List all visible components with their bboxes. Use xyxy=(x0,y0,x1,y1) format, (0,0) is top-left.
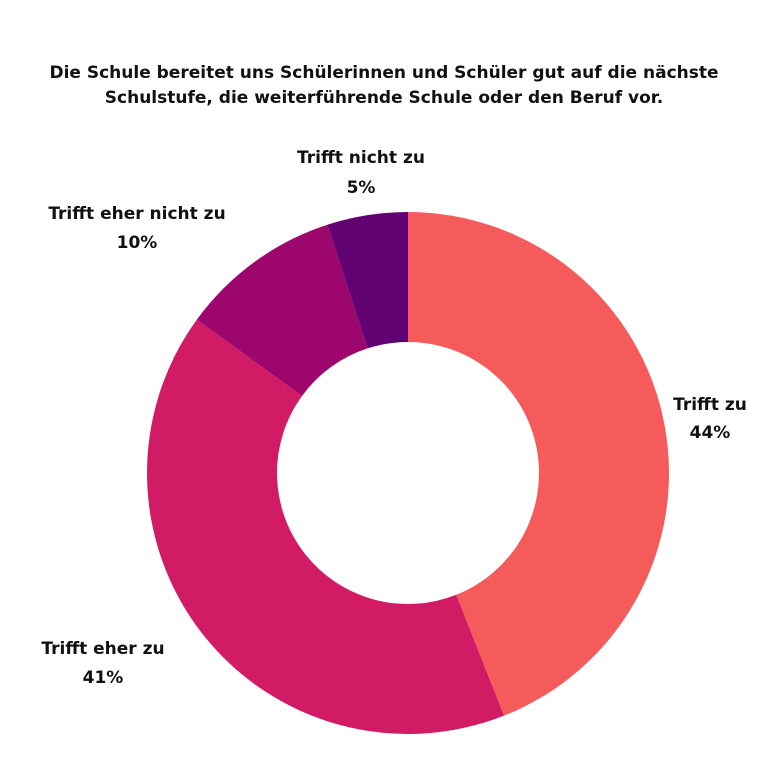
slice-labels: Trifft zu 44% Trifft eher zu 41% Trifft … xyxy=(41,148,746,688)
slice-label-name-trifft-nicht-zu: Trifft nicht zu xyxy=(297,148,425,168)
slice-label-value-trifft-nicht-zu: 5% xyxy=(347,178,376,198)
slice-label-value-trifft-eher-zu: 41% xyxy=(83,668,124,688)
chart-title-line-2: Schulstufe, die weiterführende Schule od… xyxy=(104,88,664,108)
donut-slice-trifft-eher-zu xyxy=(146,319,505,735)
donut-slice-trifft-nicht-zu xyxy=(327,212,408,349)
slice-label-value-trifft-eher-nicht-zu: 10% xyxy=(117,233,158,253)
chart-title-line-1: Die Schule bereitet uns Schülerinnen und… xyxy=(49,63,719,83)
chart-title: Die Schule bereitet uns Schülerinnen und… xyxy=(20,61,748,111)
donut-slice-trifft-zu xyxy=(408,212,670,716)
slice-label-name-trifft-eher-zu: Trifft eher zu xyxy=(41,639,164,659)
donut-slice-trifft-eher-nicht-zu xyxy=(196,224,368,397)
slice-label-name-trifft-eher-nicht-zu: Trifft eher nicht zu xyxy=(48,204,225,224)
donut-slices xyxy=(146,212,670,735)
slice-label-value-trifft-zu: 44% xyxy=(690,423,731,443)
slice-label-name-trifft-zu: Trifft zu xyxy=(673,395,747,415)
